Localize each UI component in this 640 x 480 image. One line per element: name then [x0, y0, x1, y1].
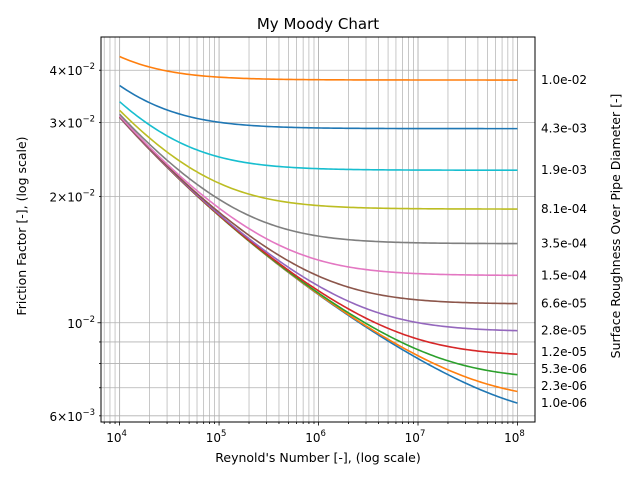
- y-tick-label-1: 10−2: [67, 315, 95, 331]
- series-line-4: [119, 116, 518, 332]
- roughness-label-3: 1.2e-05: [541, 345, 587, 359]
- grid-lines: [101, 37, 535, 422]
- series-line-9: [119, 101, 518, 171]
- x-axis-ticks: 104 105 106 107 108: [103, 422, 525, 445]
- roughness-label-6: 1.5e-04: [541, 268, 587, 282]
- series-line-11: [119, 55, 518, 81]
- chart-title: My Moody Chart: [257, 15, 379, 33]
- plot-frame: [100, 36, 536, 423]
- x-tick-label-2: 106: [305, 429, 326, 445]
- y-tick-label-2: 2×10−2: [49, 188, 95, 204]
- series-line-5: [119, 116, 518, 305]
- y-tick-label-3: 3×10−2: [49, 115, 95, 131]
- roughness-label-1: 2.3e-06: [541, 379, 587, 393]
- roughness-label-0: 1.0e-06: [541, 396, 587, 410]
- roughness-label-8: 8.1e-04: [541, 202, 587, 216]
- series-line-10: [119, 84, 518, 130]
- x-tick-label-0: 104: [106, 429, 127, 445]
- x-tick-label-4: 108: [504, 429, 525, 445]
- x-axis-label: Reynold's Number [-], (log scale): [215, 450, 421, 465]
- right-axis-label: Surface Roughness Over Pipe Diameter [-]: [608, 94, 623, 359]
- roughness-label-11: 1.0e-02: [541, 73, 587, 87]
- roughness-label-10: 4.3e-03: [541, 122, 587, 136]
- series-line-6: [119, 115, 518, 277]
- series-line-8: [119, 109, 518, 210]
- x-tick-label-3: 107: [405, 429, 426, 445]
- y-tick-label-0: 6×10−3: [49, 408, 95, 424]
- y-axis-ticks: 6×10−3 10−2 2×10−2 3×10−2 4×10−2: [49, 62, 101, 424]
- series-lines: [119, 55, 518, 404]
- x-tick-label-1: 105: [206, 429, 227, 445]
- y-tick-label-4: 4×10−2: [49, 62, 95, 78]
- roughness-label-7: 3.5e-04: [541, 237, 587, 251]
- roughness-label-2: 5.3e-06: [541, 362, 587, 376]
- roughness-labels: 1.0e-06 2.3e-06 5.3e-06 1.2e-05 2.8e-05 6.6e-…: [541, 73, 587, 410]
- roughness-label-9: 1.9e-03: [541, 163, 587, 177]
- roughness-label-5: 6.6e-05: [541, 297, 587, 311]
- roughness-label-4: 2.8e-05: [541, 324, 587, 338]
- series-line-7: [119, 113, 518, 245]
- y-axis-label: Friction Factor [-], (log scale): [14, 136, 29, 315]
